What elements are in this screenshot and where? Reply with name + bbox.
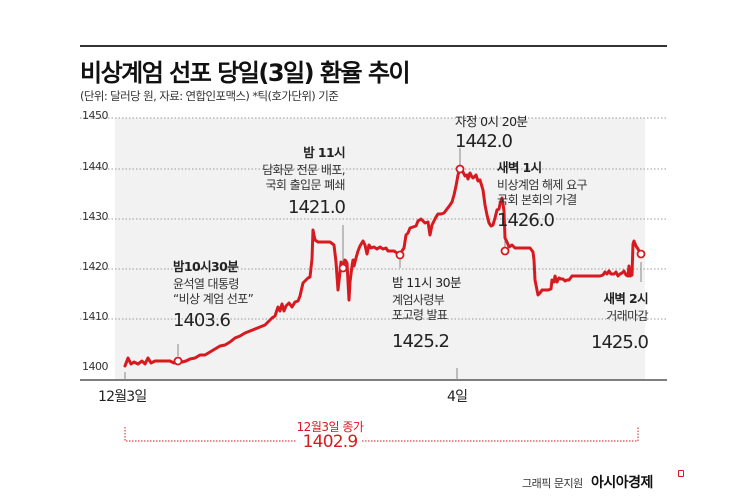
y-tick-1440: 1440 [82, 160, 109, 173]
graphic-credit: 그래픽 문지원 [522, 477, 583, 490]
annotation-time: 새벽 2시 [603, 291, 648, 306]
annotation-2230: 밤10시30분 윤석열 대통령 “비상 계엄 선포” 1403.6 [173, 256, 254, 331]
annotation-0100: 새벽 1시 비상계엄 해제 요구 국회 본회의 가결 1426.0 [497, 157, 588, 231]
marker-2330 [395, 250, 405, 260]
y-tick-1410: 1410 [82, 310, 109, 323]
top-rule [80, 45, 667, 47]
x-label-dec3: 12월3일 [98, 389, 147, 405]
annotation-0020: 자정 0시 20분 1442.0 [455, 111, 528, 152]
annotation-value: 1421.0 [288, 197, 346, 218]
prev-close-value: 1402.9 [302, 432, 358, 452]
annotation-value: 1426.0 [497, 210, 555, 231]
annotation-0200: 새벽 2시 거래마감 1425.0 [591, 288, 649, 353]
annotation-time: 밤10시30분 [173, 259, 239, 274]
y-tick-1430: 1430 [82, 210, 109, 223]
annotation-time: 자정 0시 20분 [455, 114, 528, 129]
annotation-line: 비상계엄 해제 요구 [497, 178, 588, 192]
marker-0020 [455, 164, 465, 174]
y-tick-1450: 1450 [82, 109, 109, 122]
annotation-value: 1442.0 [455, 131, 513, 152]
annotation-2300: 밤 11시 담화문 전문 배포, 국회 출입문 폐쇄 1421.0 [262, 142, 346, 218]
annotation-line: 국회 본회의 가결 [497, 193, 577, 207]
brand-logo-text: 아시아경제 [591, 475, 653, 491]
annotation-line: 계엄사령부 [392, 293, 445, 307]
marker-2300 [338, 263, 348, 273]
prev-close-label: 12월3일 종가 [296, 420, 364, 434]
annotation-value: 1403.6 [173, 310, 231, 331]
leader-lines [177, 148, 642, 356]
y-tick-1420: 1420 [82, 260, 109, 273]
plot-area [115, 118, 645, 380]
annotation-2330: 밤 11시 30분 계엄사령부 포고령 발표 1425.2 [392, 272, 461, 352]
y-tick-1400: 1400 [82, 360, 109, 373]
brand-mark-icon [678, 470, 684, 477]
prev-close-bracket [124, 427, 639, 442]
annotation-line: “비상 계엄 선포” [173, 292, 254, 306]
annotation-time: 새벽 1시 [497, 160, 542, 175]
annotation-line: 포고령 발표 [392, 308, 448, 322]
annotation-time: 밤 11시 30분 [392, 275, 461, 290]
marker-0100 [500, 246, 510, 256]
annotation-line: 담화문 전문 배포, [262, 163, 345, 177]
marker-2230 [173, 356, 183, 366]
annotation-line: 윤석열 대통령 [173, 277, 239, 291]
chart-title: 비상계엄 선포 당일(3일) 환율 추이 [80, 59, 411, 87]
marker-0200 [636, 249, 646, 259]
annotation-value: 1425.2 [392, 331, 450, 352]
annotation-time: 밤 11시 [303, 145, 345, 160]
exchange-rate-line [123, 166, 643, 368]
chart-subtitle: (단위: 달러당 원, 자료: 연합인포맥스) *틱(호가단위) 기준 [80, 89, 339, 103]
annotation-line: 거래마감 [606, 309, 648, 323]
x-label-dec4: 4일 [447, 389, 468, 405]
point-markers [173, 164, 646, 366]
annotation-line: 국회 출입문 폐쇄 [265, 178, 345, 192]
annotation-value: 1425.0 [591, 332, 649, 353]
